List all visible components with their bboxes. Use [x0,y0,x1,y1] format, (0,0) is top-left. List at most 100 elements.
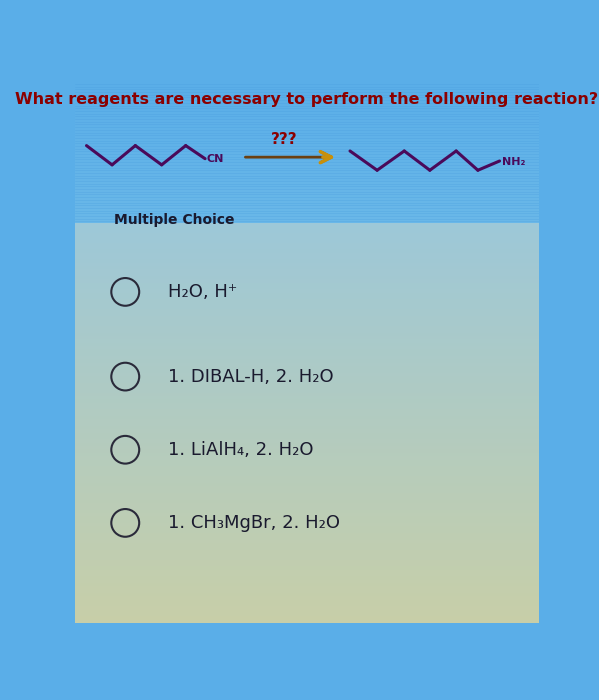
Bar [75,580,539,583]
Bar [75,503,539,506]
Bar [75,596,539,600]
Bar [75,583,539,587]
Bar [75,153,539,155]
Bar [75,436,539,440]
Bar [75,249,539,253]
Bar [75,530,539,533]
Bar [75,293,539,296]
Bar [75,178,539,181]
Bar [75,466,539,470]
Text: Multiple Choice: Multiple Choice [114,214,234,228]
Bar [75,181,539,183]
Bar [75,114,539,116]
Bar [75,353,539,356]
Bar [75,556,539,559]
Bar [75,356,539,359]
Bar [75,296,539,300]
Bar [75,105,539,107]
Bar [75,523,539,526]
Bar [75,489,539,493]
Bar [75,202,539,204]
Bar [75,125,539,128]
Bar [75,593,539,596]
Bar [75,204,539,206]
Bar [75,262,539,266]
Bar [75,93,539,95]
Bar [75,376,539,379]
Bar [75,573,539,576]
Bar [75,589,539,593]
Bar [75,220,539,223]
Bar [75,379,539,383]
Bar [75,536,539,540]
Bar [75,243,539,246]
Bar [75,300,539,302]
Bar [75,456,539,459]
Bar [75,165,539,167]
Bar [75,259,539,262]
Bar [75,214,539,216]
Bar [75,600,539,603]
Bar [75,218,539,220]
Bar [75,470,539,473]
Bar [75,188,539,190]
Bar [75,313,539,316]
Bar [75,340,539,343]
Bar [75,546,539,550]
Bar [75,516,539,519]
Bar [75,246,539,249]
Bar [75,402,539,406]
Bar [75,89,539,91]
Bar [75,419,539,423]
Bar [75,366,539,370]
Text: 1. LiAlH₄, 2. H₂O: 1. LiAlH₄, 2. H₂O [168,441,313,458]
Bar [75,413,539,416]
Bar [75,230,539,232]
Bar [75,500,539,503]
Bar [75,326,539,330]
Bar [75,174,539,176]
Bar [75,121,539,123]
Bar [75,406,539,410]
Bar [75,506,539,510]
Bar [75,332,539,336]
Bar [75,193,539,195]
Bar [75,346,539,349]
Bar [75,309,539,313]
Bar [75,139,539,141]
Bar [75,400,539,402]
Bar [75,270,539,273]
Bar [75,302,539,306]
Bar [75,386,539,389]
Text: NH₂: NH₂ [502,157,525,167]
Bar [75,118,539,121]
Bar [75,162,539,164]
Bar [75,107,539,109]
Bar [75,430,539,433]
Bar [75,167,539,169]
Bar [75,526,539,530]
Bar [75,276,539,279]
Bar [75,169,539,172]
Bar [75,286,539,289]
Bar [75,256,539,259]
Bar [75,239,539,243]
Text: H₂O, H⁺: H₂O, H⁺ [168,283,237,301]
Bar [75,550,539,553]
Bar [75,513,539,516]
Bar [75,483,539,486]
Bar [75,540,539,543]
Bar [75,116,539,118]
Bar [75,463,539,466]
Bar [75,316,539,319]
Bar [75,359,539,363]
Bar [75,510,539,513]
Bar [75,319,539,323]
Bar [75,132,539,135]
Bar [75,109,539,112]
Bar [75,306,539,309]
Bar [75,370,539,372]
Bar [75,190,539,192]
Bar [75,570,539,573]
Text: CN: CN [207,154,224,164]
